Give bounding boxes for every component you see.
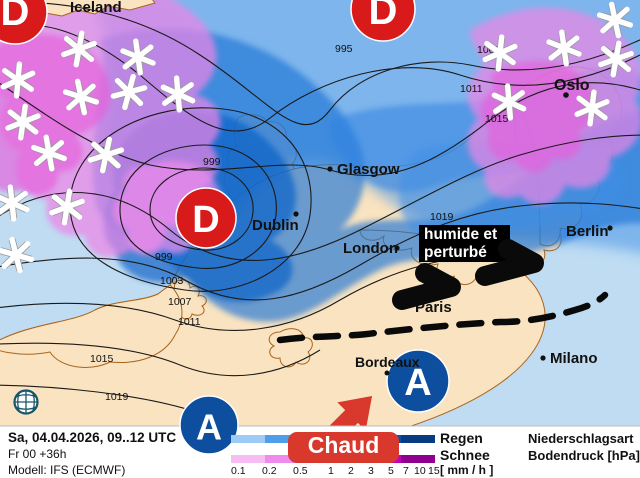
svg-text:Modell: IFS (ECMWF): Modell: IFS (ECMWF) — [8, 463, 125, 477]
svg-text:1015: 1015 — [485, 113, 509, 125]
svg-text:0.5: 0.5 — [293, 465, 308, 477]
svg-text:5: 5 — [388, 465, 394, 477]
svg-text:London: London — [343, 240, 398, 257]
svg-text:humide et: humide et — [424, 226, 497, 243]
svg-text:Dublin: Dublin — [252, 217, 299, 234]
svg-text:[ mm / h ]: [ mm / h ] — [440, 463, 493, 477]
svg-text:D: D — [369, 0, 398, 33]
svg-text:Regen: Regen — [440, 430, 483, 446]
svg-text:Berlin: Berlin — [566, 223, 609, 240]
svg-text:995: 995 — [335, 43, 353, 55]
svg-text:1011: 1011 — [178, 316, 201, 328]
svg-text:0.1: 0.1 — [231, 465, 246, 477]
svg-text:Bodendruck [hPa]: Bodendruck [hPa] — [528, 448, 640, 463]
svg-text:Milano: Milano — [550, 350, 598, 367]
svg-text:1: 1 — [328, 465, 334, 477]
svg-text:Fr 00 +36h: Fr 00 +36h — [8, 447, 66, 461]
svg-text:Iceland: Iceland — [70, 0, 122, 16]
svg-text:1011: 1011 — [460, 83, 483, 95]
svg-text:1003: 1003 — [160, 275, 184, 287]
svg-text:1019: 1019 — [430, 211, 454, 223]
svg-text:0.2: 0.2 — [262, 465, 277, 477]
svg-text:Bordeaux: Bordeaux — [355, 354, 420, 370]
svg-text:Schnee: Schnee — [440, 447, 490, 463]
svg-text:7: 7 — [403, 465, 409, 477]
svg-text:15: 15 — [428, 465, 440, 477]
svg-text:1019: 1019 — [105, 391, 129, 403]
svg-text:D: D — [192, 199, 219, 241]
svg-text:Niederschlagsart: Niederschlagsart — [528, 431, 634, 446]
svg-text:Oslo: Oslo — [554, 77, 590, 94]
svg-text:999: 999 — [203, 156, 221, 168]
svg-text:10: 10 — [414, 465, 426, 477]
svg-text:D: D — [1, 0, 30, 34]
svg-text:Sa, 04.04.2026, 09..12 UTC: Sa, 04.04.2026, 09..12 UTC — [8, 430, 176, 445]
svg-text:A: A — [196, 407, 222, 448]
svg-text:perturbé: perturbé — [424, 244, 487, 261]
svg-text:Glasgow: Glasgow — [337, 161, 400, 178]
svg-text:Chaud: Chaud — [308, 432, 380, 458]
svg-text:999: 999 — [155, 251, 173, 263]
svg-text:1015: 1015 — [90, 353, 114, 365]
svg-text:3: 3 — [368, 465, 374, 477]
svg-text:1007: 1007 — [168, 296, 192, 308]
svg-text:2: 2 — [348, 465, 354, 477]
